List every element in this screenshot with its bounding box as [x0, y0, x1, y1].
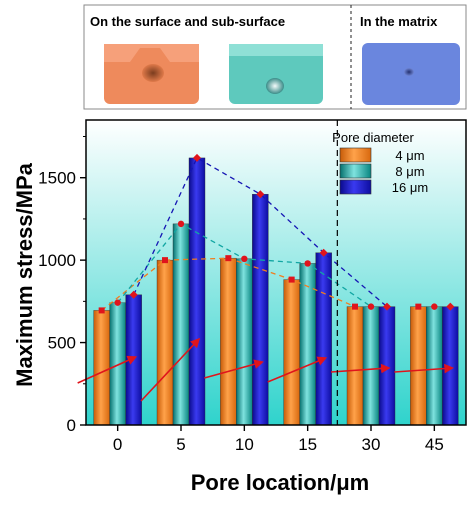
x-tick-label: 45: [425, 435, 444, 454]
y-tick-label: 1000: [38, 251, 76, 270]
inset-panel: On the surface and sub-surface In the ma…: [83, 4, 467, 110]
bar-16μm-30: [378, 306, 396, 426]
marker-16μm-0: [129, 290, 138, 299]
plot-background: [86, 120, 466, 425]
specimen-image-surface: [104, 44, 199, 104]
bar-16μm-45: [442, 306, 459, 426]
x-tick-label: 0: [113, 435, 122, 454]
specimen-image-subsurface: [229, 44, 323, 104]
marker-16μm-45: [446, 302, 455, 311]
x-tick-label: 10: [235, 435, 254, 454]
bar-4μm-15: [283, 279, 300, 426]
y-axis-title: Maximum stress/MPa: [12, 162, 37, 387]
x-axis-title: Pore location/μm: [191, 470, 370, 495]
marker-8μm-30: [367, 303, 375, 310]
marker-4μm-30: [352, 303, 358, 310]
legend-label-8μm: 8 μm: [395, 164, 424, 179]
bar-16μm-5: [188, 157, 206, 426]
y-tick-label: 0: [67, 416, 76, 435]
arrows-layer: [77, 337, 454, 402]
marker-4μm-10: [225, 255, 232, 262]
bar-8μm-10: [236, 258, 253, 426]
bar-4μm-45: [410, 306, 427, 426]
trend-arrow-15: [267, 356, 328, 383]
marker-4μm-0: [98, 307, 105, 314]
marker-8μm-15: [304, 260, 311, 267]
marker-16μm-5: [193, 153, 201, 162]
marker-8μm-10: [241, 255, 248, 263]
inset-left-label: On the surface and sub-surface: [90, 14, 285, 29]
bar-8μm-0: [109, 302, 126, 426]
trend-arrow-5: [140, 337, 201, 402]
legend-label-4μm: 4 μm: [395, 148, 424, 163]
trend-line-16μm: [133, 156, 388, 308]
bar-4μm-10: [220, 257, 237, 426]
marker-8μm-0: [114, 299, 121, 306]
bar-4μm-5: [156, 259, 174, 426]
bar-8μm-15: [299, 263, 316, 426]
marker-4μm-15: [288, 276, 295, 283]
bar-4μm-0: [93, 310, 110, 426]
bars-layer: [93, 157, 459, 426]
plot-frame: [85, 119, 467, 426]
marker-16μm-10: [256, 190, 265, 199]
bar-8μm-45: [426, 306, 443, 426]
marker-16μm-15: [319, 248, 328, 257]
x-tick-label: 30: [362, 435, 381, 454]
legend-label-16μm: 16 μm: [392, 180, 428, 195]
y-tick-label: 1500: [38, 169, 76, 188]
x-tick-label: 5: [176, 435, 185, 454]
trend-arrow-45: [394, 363, 454, 374]
bar-16μm-10: [252, 193, 269, 426]
marker-8μm-5: [177, 220, 185, 228]
marker-4μm-5: [162, 257, 168, 264]
legend-swatch-8μm: [339, 163, 372, 179]
bar-8μm-5: [172, 223, 190, 426]
marker-4μm-45: [415, 303, 422, 310]
axes-layer: 0 500 1000 1500 0 5 10 15 30 45: [38, 135, 444, 454]
x-tick-label: 15: [298, 435, 317, 454]
trend-arrow-30: [330, 363, 391, 374]
legend-title: Pore diameter: [332, 130, 414, 145]
legend-swatch-16μm: [339, 179, 372, 195]
marker-8μm-45: [431, 303, 438, 310]
bar-8μm-30: [362, 306, 380, 426]
trend-arrow-0: [77, 355, 138, 384]
legend-swatch-4μm: [339, 147, 372, 163]
bar-4μm-30: [346, 306, 364, 426]
trend-lines-layer: [98, 153, 455, 314]
specimen-image-matrix: [362, 43, 460, 105]
y-tick-label: 500: [48, 334, 76, 353]
inset-right-label: In the matrix: [360, 14, 438, 29]
marker-16μm-30: [383, 302, 391, 311]
trend-arrow-10: [204, 359, 264, 379]
